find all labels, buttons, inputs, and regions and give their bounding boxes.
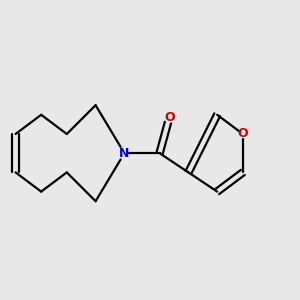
Text: N: N — [119, 147, 130, 160]
Text: O: O — [238, 128, 248, 140]
Text: O: O — [164, 112, 175, 124]
